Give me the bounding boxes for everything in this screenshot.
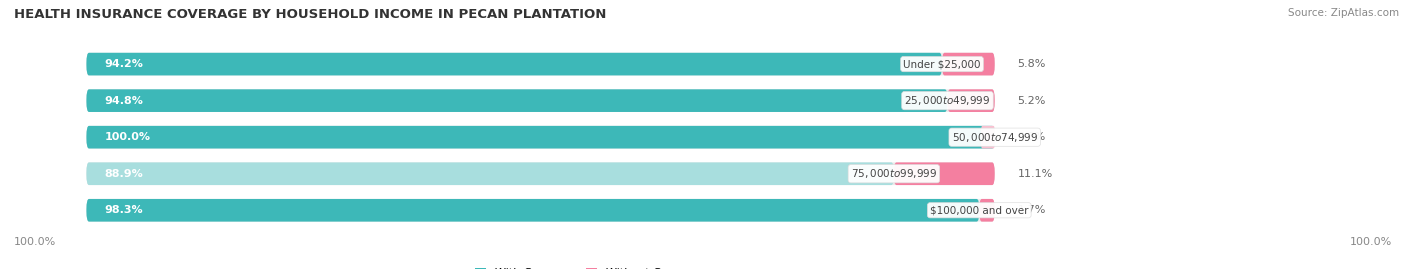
FancyBboxPatch shape: [894, 162, 994, 185]
Text: Source: ZipAtlas.com: Source: ZipAtlas.com: [1288, 8, 1399, 18]
Text: 100.0%: 100.0%: [104, 132, 150, 142]
Text: $25,000 to $49,999: $25,000 to $49,999: [904, 94, 991, 107]
Text: $75,000 to $99,999: $75,000 to $99,999: [851, 167, 936, 180]
FancyBboxPatch shape: [86, 126, 994, 148]
FancyBboxPatch shape: [948, 89, 994, 112]
Text: 98.3%: 98.3%: [104, 205, 143, 215]
Text: 100.0%: 100.0%: [1350, 238, 1392, 247]
Text: 94.2%: 94.2%: [104, 59, 143, 69]
FancyBboxPatch shape: [86, 162, 894, 185]
Text: Under $25,000: Under $25,000: [903, 59, 981, 69]
FancyBboxPatch shape: [86, 89, 948, 112]
Text: $50,000 to $74,999: $50,000 to $74,999: [952, 131, 1038, 144]
FancyBboxPatch shape: [86, 89, 994, 112]
FancyBboxPatch shape: [86, 199, 994, 222]
Text: 11.1%: 11.1%: [1018, 169, 1053, 179]
Text: 94.8%: 94.8%: [104, 96, 143, 106]
FancyBboxPatch shape: [979, 199, 994, 222]
FancyBboxPatch shape: [86, 126, 994, 148]
FancyBboxPatch shape: [981, 126, 994, 148]
FancyBboxPatch shape: [86, 53, 942, 75]
FancyBboxPatch shape: [942, 53, 994, 75]
FancyBboxPatch shape: [86, 199, 979, 222]
Text: 1.7%: 1.7%: [1018, 205, 1046, 215]
Text: HEALTH INSURANCE COVERAGE BY HOUSEHOLD INCOME IN PECAN PLANTATION: HEALTH INSURANCE COVERAGE BY HOUSEHOLD I…: [14, 8, 606, 21]
FancyBboxPatch shape: [86, 162, 994, 185]
Text: 88.9%: 88.9%: [104, 169, 143, 179]
Text: 5.8%: 5.8%: [1018, 59, 1046, 69]
Text: 100.0%: 100.0%: [14, 238, 56, 247]
Legend: With Coverage, Without Coverage: With Coverage, Without Coverage: [470, 263, 711, 269]
Text: 5.2%: 5.2%: [1018, 96, 1046, 106]
Text: $100,000 and over: $100,000 and over: [929, 205, 1029, 215]
Text: 0.0%: 0.0%: [1018, 132, 1046, 142]
FancyBboxPatch shape: [86, 53, 994, 75]
